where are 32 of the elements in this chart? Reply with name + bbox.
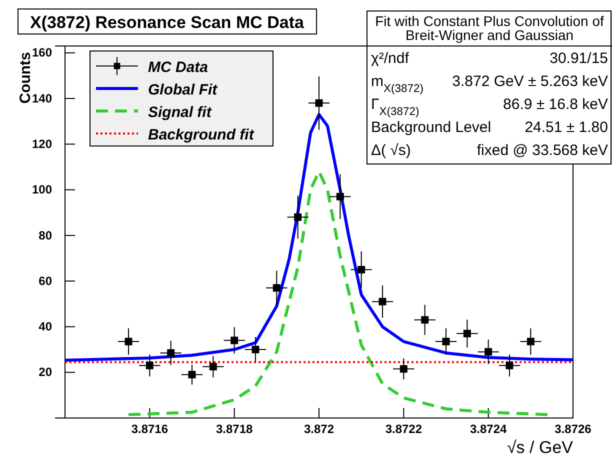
annotation: fixed @ 33.568 keV — [476, 142, 608, 159]
x-axis-title: √s / GeV — [506, 438, 574, 457]
chart-title: X(3872) Resonance Scan MC Data — [30, 13, 305, 32]
y-axis-title: Counts — [17, 52, 34, 104]
x-tick-label: 3.8726 — [554, 422, 592, 436]
legend-label: MC Data — [148, 59, 208, 76]
y-tick-label: 100 — [32, 182, 52, 197]
y-tick-label: 40 — [38, 320, 52, 334]
y-tick-label: 80 — [38, 228, 52, 242]
annotation: 86.9 ± 16.8 keV — [503, 96, 608, 113]
x-tick-label: 3.8716 — [131, 422, 168, 436]
y-tick-label: 160 — [32, 46, 52, 60]
text: Fit with Constant Plus Convolution of Breit-Wigner and Gaussian — [375, 13, 604, 43]
x-tick-label: 3.8722 — [385, 422, 422, 436]
y-tick-label: 140 — [32, 91, 52, 106]
annotation: Γ$_{X(3872)}$ — [371, 96, 420, 118]
legend-label: Global Fit — [148, 82, 218, 98]
annotation: 3.872 GeV ± 5.263 keV — [452, 73, 608, 90]
legend-label: Signal fit — [148, 104, 212, 121]
y-tick-label: 120 — [32, 136, 52, 151]
annotation: Δ( √s) — [371, 142, 411, 159]
y-tick-label: 60 — [38, 274, 52, 288]
legend-label: Background fit — [148, 126, 255, 144]
x-tick-label: 3.8724 — [470, 422, 508, 436]
annotation: 30.91/15 — [550, 50, 608, 67]
annotation: 24.51 ± 1.80 — [524, 119, 608, 136]
annotation: χ²/ndf — [371, 50, 410, 67]
y-tick-label: 20 — [38, 365, 52, 380]
x-tick-label: 3.8718 — [216, 422, 254, 436]
annotation: Background Level — [371, 119, 492, 136]
x-tick-label: 3.872 — [304, 422, 334, 436]
annotation: m$_{X(3872)}$ — [371, 73, 424, 95]
